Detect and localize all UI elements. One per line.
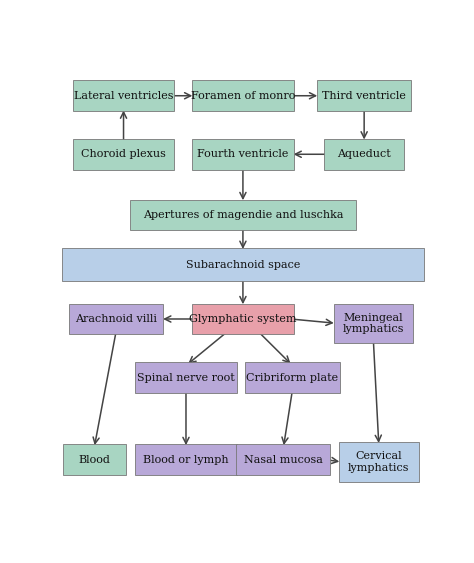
FancyBboxPatch shape bbox=[192, 81, 293, 111]
Text: Aqueduct: Aqueduct bbox=[337, 149, 391, 159]
Text: Cribriform plate: Cribriform plate bbox=[246, 373, 338, 382]
Text: Lateral ventricles: Lateral ventricles bbox=[74, 91, 173, 101]
FancyBboxPatch shape bbox=[63, 445, 126, 475]
FancyBboxPatch shape bbox=[192, 303, 293, 334]
Text: Third ventricle: Third ventricle bbox=[322, 91, 406, 101]
Text: Glymphatic system: Glymphatic system bbox=[189, 314, 297, 324]
Text: Choroid plexus: Choroid plexus bbox=[81, 149, 166, 159]
FancyBboxPatch shape bbox=[62, 248, 424, 282]
Text: Apertures of magendie and luschka: Apertures of magendie and luschka bbox=[143, 210, 343, 220]
FancyBboxPatch shape bbox=[334, 303, 413, 343]
FancyBboxPatch shape bbox=[69, 303, 163, 334]
Text: Spinal nerve root: Spinal nerve root bbox=[137, 373, 235, 382]
FancyBboxPatch shape bbox=[246, 362, 339, 393]
Text: Nasal mucosa: Nasal mucosa bbox=[244, 455, 323, 465]
Text: Blood or lymph: Blood or lymph bbox=[143, 455, 229, 465]
Text: Blood: Blood bbox=[78, 455, 110, 465]
Text: Arachnoid villi: Arachnoid villi bbox=[75, 314, 157, 324]
FancyBboxPatch shape bbox=[317, 81, 411, 111]
Text: Cervical
lymphatics: Cervical lymphatics bbox=[348, 452, 410, 473]
Text: Foramen of monro: Foramen of monro bbox=[191, 91, 295, 101]
Text: Subarachnoid space: Subarachnoid space bbox=[186, 260, 300, 270]
Text: Meningeal
lymphatics: Meningeal lymphatics bbox=[343, 312, 404, 334]
FancyBboxPatch shape bbox=[73, 81, 174, 111]
FancyBboxPatch shape bbox=[135, 362, 237, 393]
FancyBboxPatch shape bbox=[73, 139, 174, 169]
Text: Fourth ventricle: Fourth ventricle bbox=[197, 149, 289, 159]
FancyBboxPatch shape bbox=[135, 445, 237, 475]
FancyBboxPatch shape bbox=[192, 139, 293, 169]
FancyBboxPatch shape bbox=[130, 199, 356, 230]
FancyBboxPatch shape bbox=[237, 445, 330, 475]
FancyBboxPatch shape bbox=[339, 443, 419, 482]
FancyBboxPatch shape bbox=[325, 139, 404, 169]
